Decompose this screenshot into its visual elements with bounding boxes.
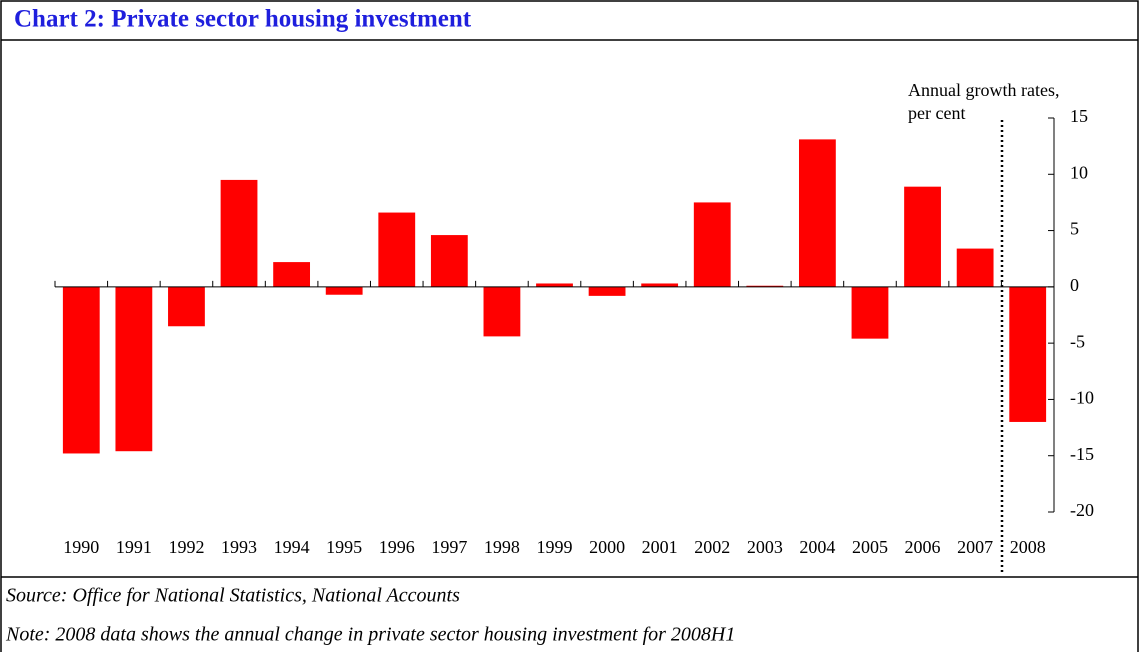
y-tick-label: -15 [1070,444,1094,464]
x-tick-label: 2000 [589,537,625,557]
y-tick-label: 10 [1070,162,1088,182]
y-tick-label: 0 [1070,275,1079,295]
bar [1009,286,1047,422]
x-tick-label: 2005 [852,537,888,557]
x-tick-label: 2003 [747,537,783,557]
x-tick-label: 2002 [694,537,730,557]
bar [325,286,363,295]
x-tick-label: 1991 [116,537,152,557]
note: Note: 2008 data shows the annual change … [5,624,735,646]
bar [168,286,205,327]
bar [746,285,784,287]
bar [956,248,994,287]
x-tick-label: 1999 [537,537,573,557]
annotation: per cent [908,103,965,123]
bar [536,283,573,287]
bar [115,286,153,452]
x-tick-label: 1998 [484,537,520,557]
x-tick-label: 1993 [221,537,257,557]
x-tick-label: 2004 [799,537,835,557]
x-tick-label: 1990 [63,537,99,557]
x-tick-label: 2006 [905,537,941,557]
bar [851,286,889,339]
bar [430,235,468,287]
bar [62,286,100,454]
chart-title: Chart 2: Private sector housing investme… [14,6,472,33]
x-tick-label: 2001 [642,537,678,557]
x-tick-label: 2007 [957,537,993,557]
x-tick-label: 1992 [168,537,204,557]
y-tick-label: -20 [1070,500,1094,520]
bar [641,283,679,287]
bar [693,202,731,287]
source: Source: Office for National Statistics, … [6,585,460,607]
x-tick-label: 1995 [326,537,362,557]
x-tick-label: 1994 [274,537,310,557]
bar [378,212,416,287]
bar [220,179,258,287]
annotation: Annual growth rates, [908,80,1059,100]
y-tick-label: 5 [1070,219,1079,239]
y-tick-label: -10 [1070,388,1094,408]
bar [798,139,836,287]
bar [273,262,311,287]
y-tick-label: -5 [1070,331,1085,351]
bar [588,286,626,296]
x-tick-label: 2008 [1010,537,1046,557]
bar [483,286,521,337]
bar [904,186,941,287]
x-tick-label: 1997 [431,537,467,557]
y-tick-label: 15 [1070,106,1088,126]
x-tick-label: 1996 [379,537,415,557]
